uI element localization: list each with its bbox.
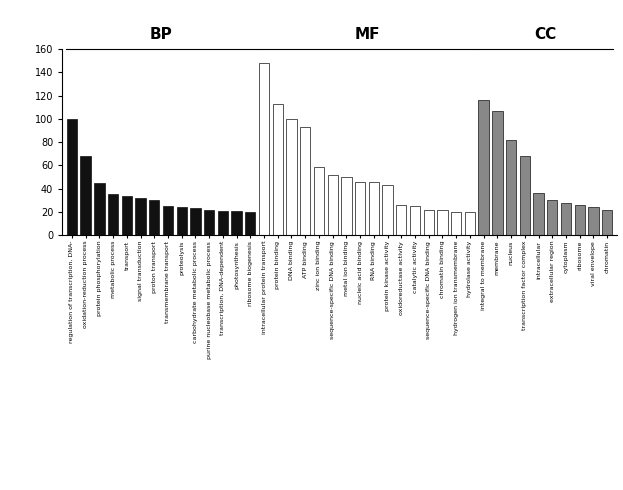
Bar [94,183,105,235]
Bar [383,185,392,235]
Text: CC: CC [535,26,556,42]
Bar [588,207,599,235]
Bar [451,212,462,235]
Bar [149,200,159,235]
Bar [602,210,612,235]
Bar [424,210,434,235]
Bar [80,156,91,235]
Bar [369,182,379,235]
Bar [163,206,173,235]
Bar [492,111,503,235]
Bar [396,205,406,235]
Bar [287,119,297,235]
Bar [561,203,571,235]
Bar [259,63,269,235]
Bar [328,174,338,235]
Bar [478,100,489,235]
Bar [574,205,585,235]
Text: BP: BP [150,26,173,42]
Bar [135,198,146,235]
Text: MF: MF [354,26,380,42]
Bar [355,182,365,235]
Bar [547,200,558,235]
Bar [465,212,475,235]
Bar [533,193,544,235]
Bar [176,207,187,235]
Bar [190,208,201,235]
Bar [67,119,77,235]
Bar [410,206,420,235]
Bar [121,196,132,235]
Bar [300,127,310,235]
Bar [341,177,351,235]
Bar [108,195,118,235]
Bar [204,210,214,235]
Bar [217,211,228,235]
Bar [314,167,324,235]
Bar [232,211,242,235]
Bar [437,210,447,235]
Bar [520,156,530,235]
Bar [245,212,255,235]
Bar [273,104,283,235]
Bar [506,140,516,235]
